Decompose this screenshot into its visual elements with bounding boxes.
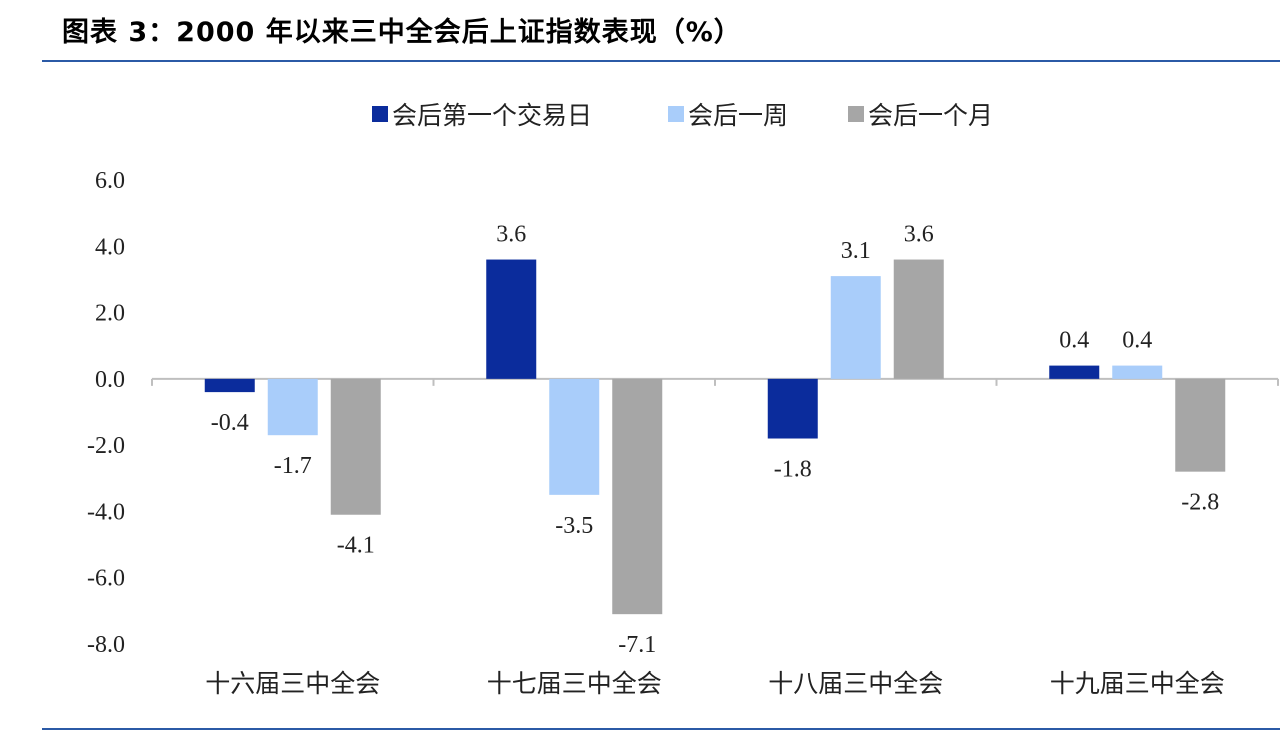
bar <box>204 378 255 393</box>
bar <box>1175 378 1226 472</box>
x-category-label: 十九届三中全会 <box>1050 669 1225 698</box>
bar <box>1112 365 1163 379</box>
bar <box>830 276 881 379</box>
x-category-label: 十七届三中全会 <box>487 669 662 698</box>
data-label: 3.6 <box>496 222 526 248</box>
top-rule <box>42 60 1280 62</box>
y-tick-label: 6.0 <box>95 168 125 194</box>
bar <box>893 259 944 379</box>
legend-label: 会后第一个交易日 <box>392 101 592 130</box>
y-tick-label: -2.0 <box>87 433 125 459</box>
legend-label: 会后一个月 <box>868 101 993 130</box>
data-label: -7.1 <box>618 632 656 658</box>
y-tick-label: -8.0 <box>87 632 125 658</box>
legend-swatch <box>848 106 864 122</box>
bar <box>1049 365 1100 379</box>
data-label: -1.8 <box>774 457 812 483</box>
data-label: -4.1 <box>337 533 375 559</box>
bar <box>612 378 663 615</box>
x-category-label: 十八届三中全会 <box>768 669 943 698</box>
data-label: -1.7 <box>274 453 312 479</box>
bar <box>549 378 600 495</box>
y-tick-label: -6.0 <box>87 566 125 592</box>
legend-swatch <box>668 106 684 122</box>
y-tick-label: 4.0 <box>95 234 125 260</box>
bar <box>330 378 381 515</box>
y-tick-label: 2.0 <box>95 301 125 327</box>
data-label: -2.8 <box>1181 490 1219 516</box>
legend-swatch <box>372 106 388 122</box>
bar <box>267 378 318 436</box>
data-label: 0.4 <box>1122 328 1152 354</box>
bar <box>486 259 537 379</box>
y-tick-label: 0.0 <box>95 367 125 393</box>
y-tick-label: -4.0 <box>87 499 125 525</box>
data-label: 3.6 <box>904 222 934 248</box>
data-label: -0.4 <box>211 410 249 436</box>
bar <box>767 378 818 439</box>
data-label: -3.5 <box>555 513 593 539</box>
legend-label: 会后一周 <box>688 101 788 130</box>
data-label: 0.4 <box>1059 328 1089 354</box>
bottom-rule <box>42 728 1280 730</box>
x-category-label: 十六届三中全会 <box>205 669 380 698</box>
data-label: 3.1 <box>841 238 871 264</box>
figure-title: 图表 3：2000 年以来三中全会后上证指数表现（%） <box>62 17 742 48</box>
